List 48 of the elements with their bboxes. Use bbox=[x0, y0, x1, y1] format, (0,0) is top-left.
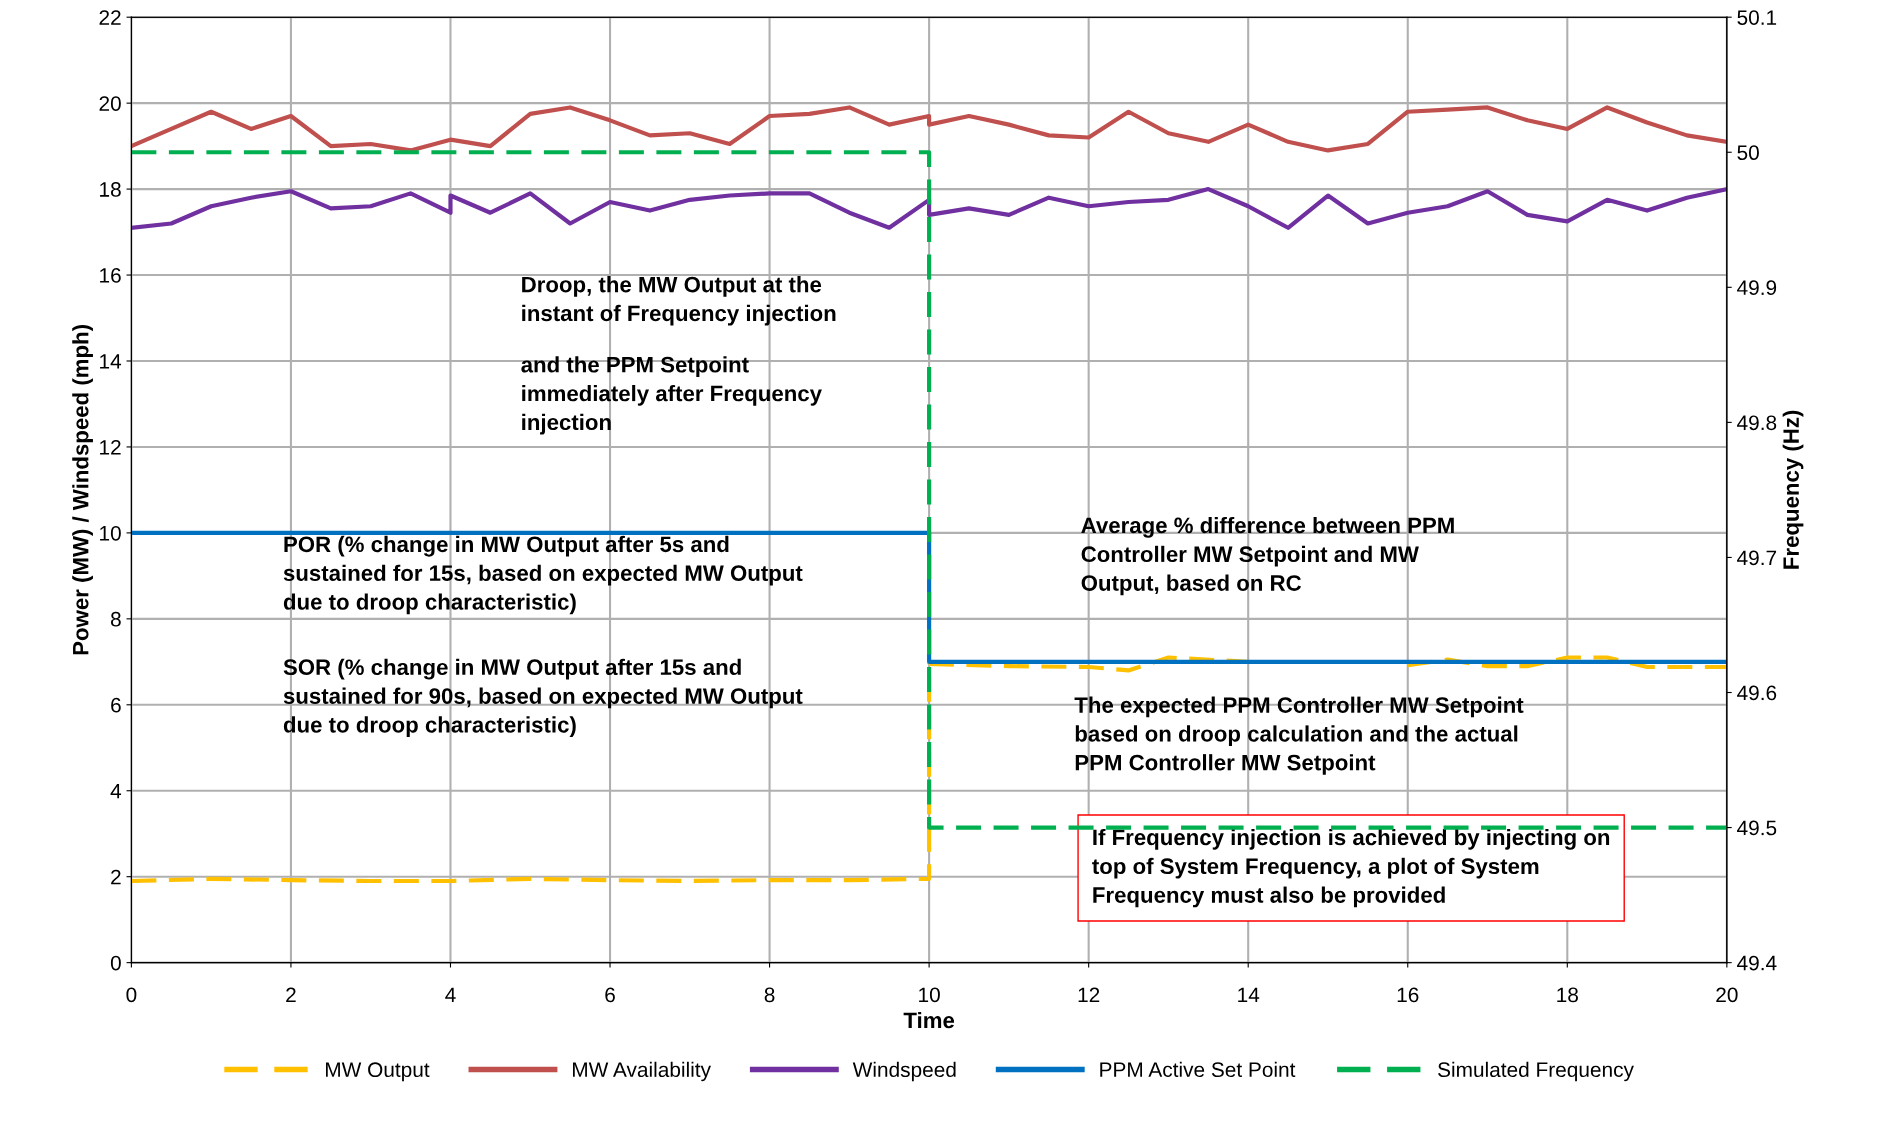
line-series bbox=[131, 105, 1727, 153]
x-tick-label: 0 bbox=[126, 987, 137, 1003]
x-tick-label: 12 bbox=[1078, 987, 1100, 1003]
annotation: and the PPM Setpoint immediately after Frequency injection bbox=[521, 356, 822, 435]
y-tick-label: 0 bbox=[110, 955, 121, 971]
y2-tick-label: 49.8 bbox=[1737, 415, 1777, 431]
y-tick-label: 6 bbox=[111, 697, 121, 713]
x-tick-label: 18 bbox=[1557, 987, 1578, 1003]
x-tick-label: 4 bbox=[445, 987, 456, 1003]
y2-tick-label: 50 bbox=[1737, 145, 1759, 161]
y-tick-label: 20 bbox=[99, 96, 121, 111]
y-tick-label: 12 bbox=[100, 439, 121, 455]
annotation: SOR (% change in MW Output after 15s and sustained for 90s, based on expected MW Output due to droop characteristic) bbox=[283, 658, 803, 738]
y-tick-label: 16 bbox=[100, 268, 121, 283]
y-tick-label: 10 bbox=[100, 525, 121, 541]
x-tick-label: 20 bbox=[1716, 987, 1738, 1003]
legend-label: Windspeed bbox=[852, 1061, 956, 1082]
x-axis-title: Time bbox=[903, 1011, 955, 1029]
x-tick-label: 14 bbox=[1238, 987, 1260, 1003]
y2-axis-title: Frequency (Hz) bbox=[1782, 410, 1804, 569]
y2-tick-label: 49.7 bbox=[1737, 550, 1777, 566]
x-tick-label: 8 bbox=[764, 987, 775, 1003]
y-tick-label: 2 bbox=[111, 869, 121, 885]
y-tick-label: 14 bbox=[100, 354, 122, 369]
y-tick-label: 22 bbox=[99, 10, 121, 25]
annotation: Average % difference between PPM Controller MW Setpoint and MW Output, based on RC bbox=[1081, 516, 1454, 596]
x-tick-label: 2 bbox=[286, 987, 296, 1003]
annotation: POR (% change in MW Output after 5s and sustained for 15s, based on expected MW Output due to droop characteristic) bbox=[283, 535, 803, 615]
legend-label: MW Availability bbox=[573, 1061, 711, 1082]
annotation: If Frequency injection is achieved by injecting on top of System Frequency, a plot of System Frequency must also be provided bbox=[1092, 828, 1610, 908]
y2-tick-label: 50.1 bbox=[1737, 10, 1777, 25]
legend-label: Simulated Frequency bbox=[1438, 1061, 1634, 1082]
x-tick-label: 10 bbox=[919, 987, 940, 1003]
y2-tick-label: 49.5 bbox=[1737, 820, 1777, 836]
y-tick-label: 18 bbox=[100, 182, 121, 197]
y2-tick-label: 49.4 bbox=[1737, 955, 1777, 971]
x-tick-label: 6 bbox=[605, 987, 615, 1003]
annotation: Droop, the MW Output at the instant of Frequency injection bbox=[522, 276, 836, 326]
y-axis-title: Power (MW) / Windspeed (mph) bbox=[72, 325, 93, 655]
line-series bbox=[131, 187, 1727, 230]
annotation: The expected PPM Controller MW Setpoint based on droop calculation and the actual PPM Controller MW Setpoint bbox=[1074, 696, 1524, 775]
y-tick-label: 4 bbox=[110, 783, 122, 799]
legend-label: MW Output bbox=[326, 1062, 430, 1082]
y2-tick-label: 49.6 bbox=[1737, 685, 1777, 701]
y2-tick-label: 49.9 bbox=[1737, 280, 1777, 296]
y-tick-label: 8 bbox=[110, 611, 121, 627]
legend-label: PPM Active Set Point bbox=[1100, 1061, 1296, 1078]
x-tick-label: 16 bbox=[1397, 987, 1419, 1003]
